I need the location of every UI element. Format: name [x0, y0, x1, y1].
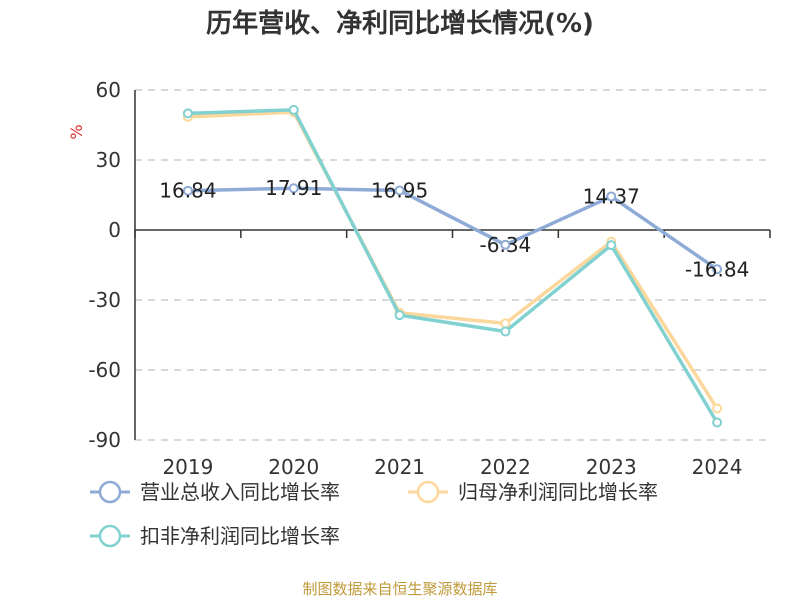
data-label: -6.34 — [480, 233, 532, 257]
series-line-2 — [187, 110, 719, 410]
y-tick-label: 60 — [96, 78, 121, 102]
data-label: -16.84 — [685, 257, 749, 281]
legend-item-2[interactable]: 归母净利润同比增长率 — [408, 480, 658, 504]
source-note: 制图数据来自恒生聚源数据库 — [302, 580, 497, 598]
y-axis-unit-label: % — [67, 124, 86, 139]
gridlines — [135, 89, 770, 441]
data-point — [606, 191, 617, 202]
data-point — [712, 264, 723, 275]
data-point — [500, 318, 511, 329]
data-point — [182, 185, 193, 196]
y-tick-label: -60 — [88, 358, 121, 382]
legend-swatch-marker — [98, 480, 122, 504]
y-tick-label: 30 — [96, 148, 121, 172]
data-label: 16.84 — [159, 179, 216, 203]
data-point — [394, 185, 405, 196]
y-tick-label: -30 — [88, 288, 121, 312]
data-label: 14.37 — [583, 184, 640, 208]
series-line-1 — [187, 186, 719, 271]
legend-label: 归母净利润同比增长率 — [458, 480, 658, 504]
data-point — [712, 417, 723, 428]
data-label: 17.91 — [265, 176, 322, 200]
y-tick-label: -90 — [88, 428, 121, 452]
x-tick-label: 2020 — [268, 455, 319, 479]
data-point — [500, 239, 511, 250]
data-label: 16.95 — [371, 178, 428, 202]
legend-label: 扣非净利润同比增长率 — [140, 524, 340, 548]
series-line-3 — [187, 108, 719, 424]
x-tick-label: 2021 — [374, 455, 425, 479]
legend-label: 营业总收入同比增长率 — [140, 480, 340, 504]
chart-title: 历年营收、净利同比增长情况(%) — [206, 8, 594, 39]
x-tick-label: 2022 — [480, 455, 531, 479]
data-point — [712, 403, 723, 414]
series-lines — [182, 104, 723, 428]
data-point — [288, 183, 299, 194]
x-tick-label: 2019 — [162, 455, 213, 479]
data-point — [182, 108, 193, 119]
legend-swatch-marker — [416, 480, 440, 504]
data-point — [288, 104, 299, 115]
y-tick-label: 0 — [108, 218, 121, 242]
data-point — [394, 310, 405, 321]
legend-item-3[interactable]: 扣非净利润同比增长率 — [90, 524, 340, 548]
legend-item-1[interactable]: 营业总收入同比增长率 — [90, 480, 340, 504]
x-tick-label: 2024 — [692, 455, 743, 479]
axes: 60 30 0 -30 -60 -90 2019 2020 2021 2022 2023 2024 — [88, 78, 771, 479]
data-point — [500, 326, 511, 337]
data-labels: 16.84 17.91 16.95 -6.34 14.37 -16.84 — [159, 176, 749, 281]
x-tick-label: 2023 — [586, 455, 637, 479]
legend-swatch-marker — [98, 524, 122, 548]
data-point — [606, 240, 617, 251]
